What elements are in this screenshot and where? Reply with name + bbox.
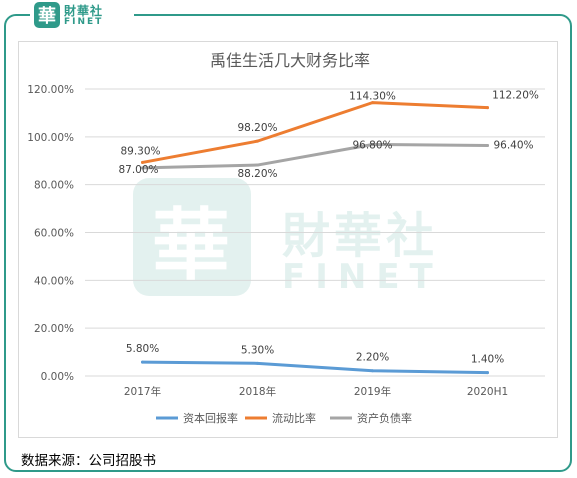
data-label: 88.20% bbox=[237, 168, 277, 180]
legend-label: 流动比率 bbox=[272, 411, 316, 425]
data-point bbox=[486, 371, 489, 375]
watermark-seal-icon bbox=[133, 178, 251, 296]
series-line-1 bbox=[141, 360, 489, 375]
y-tick-label: 100.00% bbox=[27, 132, 74, 144]
data-label: 96.40% bbox=[493, 139, 533, 151]
data-label: 5.30% bbox=[241, 344, 274, 356]
legend-label: 资本回报率 bbox=[183, 411, 238, 425]
x-tick-label: 2019年 bbox=[354, 385, 391, 398]
data-label: 87.00% bbox=[118, 164, 158, 176]
watermark: 華財華社FINET bbox=[133, 178, 443, 297]
y-tick-label: 40.00% bbox=[34, 275, 74, 287]
data-label: 2.20% bbox=[356, 352, 389, 364]
data-label: 112.20% bbox=[492, 90, 539, 102]
chart-title: 禹佳生活几大财务比率 bbox=[210, 51, 370, 70]
legend-label: 资产负债率 bbox=[357, 411, 412, 425]
y-tick-label: 60.00% bbox=[34, 228, 74, 240]
x-tick-label: 2017年 bbox=[124, 385, 161, 398]
data-label: 98.20% bbox=[237, 122, 277, 134]
data-point bbox=[486, 106, 489, 110]
x-tick-label: 2018年 bbox=[239, 385, 276, 398]
data-point bbox=[256, 163, 259, 167]
data-label: 96.80% bbox=[352, 139, 392, 151]
data-label: 5.80% bbox=[126, 343, 159, 355]
data-point bbox=[371, 101, 374, 105]
outer-frame bbox=[4, 14, 572, 472]
data-point bbox=[141, 166, 144, 170]
watermark-name-cn: 財華社 bbox=[282, 208, 438, 264]
data-point bbox=[371, 369, 374, 373]
logo-name-cn: 財華社 bbox=[64, 4, 104, 18]
data-point bbox=[371, 142, 374, 146]
data-point bbox=[141, 160, 144, 164]
watermark-name-en: FINET bbox=[282, 257, 443, 297]
series-line-3 bbox=[141, 142, 489, 170]
y-tick-label: 20.00% bbox=[34, 323, 74, 335]
data-label: 1.40% bbox=[471, 354, 504, 366]
data-label: 89.30% bbox=[120, 145, 160, 157]
y-tick-label: 0.00% bbox=[41, 371, 74, 383]
data-point bbox=[256, 361, 259, 365]
logo-seal-icon: 華 bbox=[34, 2, 60, 28]
y-tick-label: 120.00% bbox=[27, 84, 74, 96]
source-note: 数据来源：公司招股书 bbox=[21, 453, 156, 469]
x-tick-label: 2020H1 bbox=[467, 386, 508, 398]
y-tick-label: 80.00% bbox=[34, 180, 74, 192]
series-line-2 bbox=[141, 101, 489, 164]
watermark-seal-char: 華 bbox=[152, 201, 230, 291]
data-point bbox=[256, 139, 259, 143]
data-label: 114.30% bbox=[349, 91, 396, 103]
data-point bbox=[486, 143, 489, 147]
logo-name-en: FINET bbox=[64, 17, 104, 27]
data-point bbox=[141, 360, 144, 364]
